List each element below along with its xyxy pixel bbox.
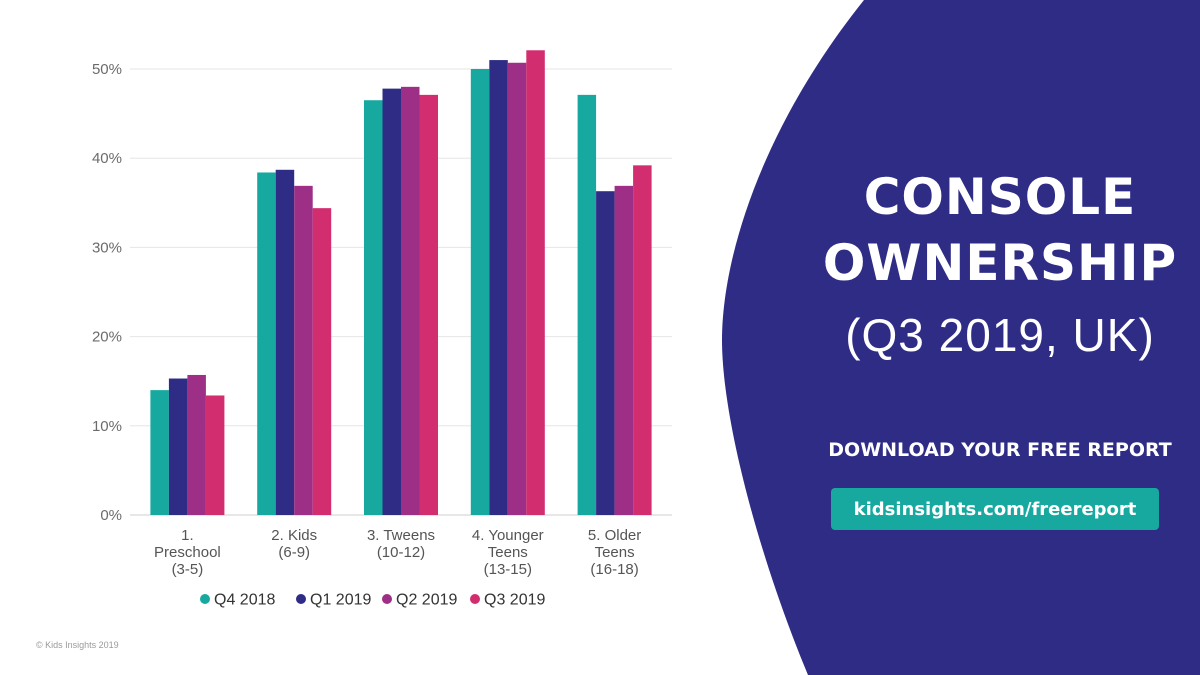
legend-label: Q4 2018 (214, 592, 275, 609)
x-category-label: 4. Younger (472, 527, 544, 544)
bar (168, 378, 188, 515)
bar (401, 86, 420, 515)
legend-marker (296, 594, 306, 604)
copyright-text: © Kids Insights 2019 (36, 640, 119, 650)
report-link-button[interactable]: kidsinsights.com/freereport (831, 488, 1159, 530)
bar (633, 165, 652, 515)
x-category-label: (6-9) (278, 544, 310, 561)
bar (577, 94, 597, 516)
y-tick-label: 0% (100, 507, 122, 524)
y-tick-label: 40% (92, 150, 122, 167)
x-category-label: (16-18) (590, 561, 638, 578)
bar (275, 169, 295, 515)
x-category-label: 1. (181, 527, 194, 544)
bar (257, 172, 276, 516)
y-tick-label: 50% (92, 61, 122, 78)
x-category-label: (3-5) (172, 561, 204, 578)
legend-label: Q3 2019 (484, 592, 545, 609)
y-tick-label: 30% (92, 239, 122, 256)
y-tick-label: 20% (92, 329, 122, 346)
bar (382, 88, 401, 516)
bar (312, 208, 332, 516)
y-tick-label: 10% (92, 418, 122, 435)
bar (526, 50, 545, 515)
legend-marker (200, 594, 210, 604)
title-line-1: CONSOLE (863, 168, 1137, 226)
bar (150, 390, 169, 515)
legend-label: Q2 2019 (396, 592, 457, 609)
bar-chart: 0% 10% 20% 30% 40% 50% 1.Preschool(3-5) 2. Kids… (92, 50, 672, 609)
legend-label: Q1 2019 (310, 592, 371, 609)
bar (596, 191, 615, 516)
bar (614, 185, 634, 516)
subtitle: (Q3 2019, UK) (845, 309, 1155, 361)
bar (187, 374, 206, 515)
bar (205, 395, 225, 515)
legend-marker (470, 594, 480, 604)
bar (294, 185, 313, 516)
x-category-label: (13-15) (484, 561, 532, 578)
x-category-label: 5. Older (588, 527, 641, 544)
x-category-label: 2. Kids (271, 527, 317, 544)
x-category-label: Preschool (154, 544, 221, 561)
x-category-label: Teens (595, 544, 635, 561)
x-category-label: (10-12) (377, 544, 425, 561)
bar (470, 69, 490, 515)
download-cta: DOWNLOAD YOUR FREE REPORT (828, 439, 1172, 461)
bar (507, 62, 527, 515)
title-line-2: OWNERSHIP (822, 234, 1178, 292)
legend-marker (382, 594, 392, 604)
bar (364, 100, 383, 515)
x-category-label: Teens (488, 544, 528, 561)
x-category-label: 3. Tweens (367, 527, 435, 544)
bar (419, 94, 438, 516)
bar (489, 60, 508, 516)
promo-panel: CONSOLE OWNERSHIP (Q3 2019, UK) DOWNLOAD… (760, 0, 1200, 675)
